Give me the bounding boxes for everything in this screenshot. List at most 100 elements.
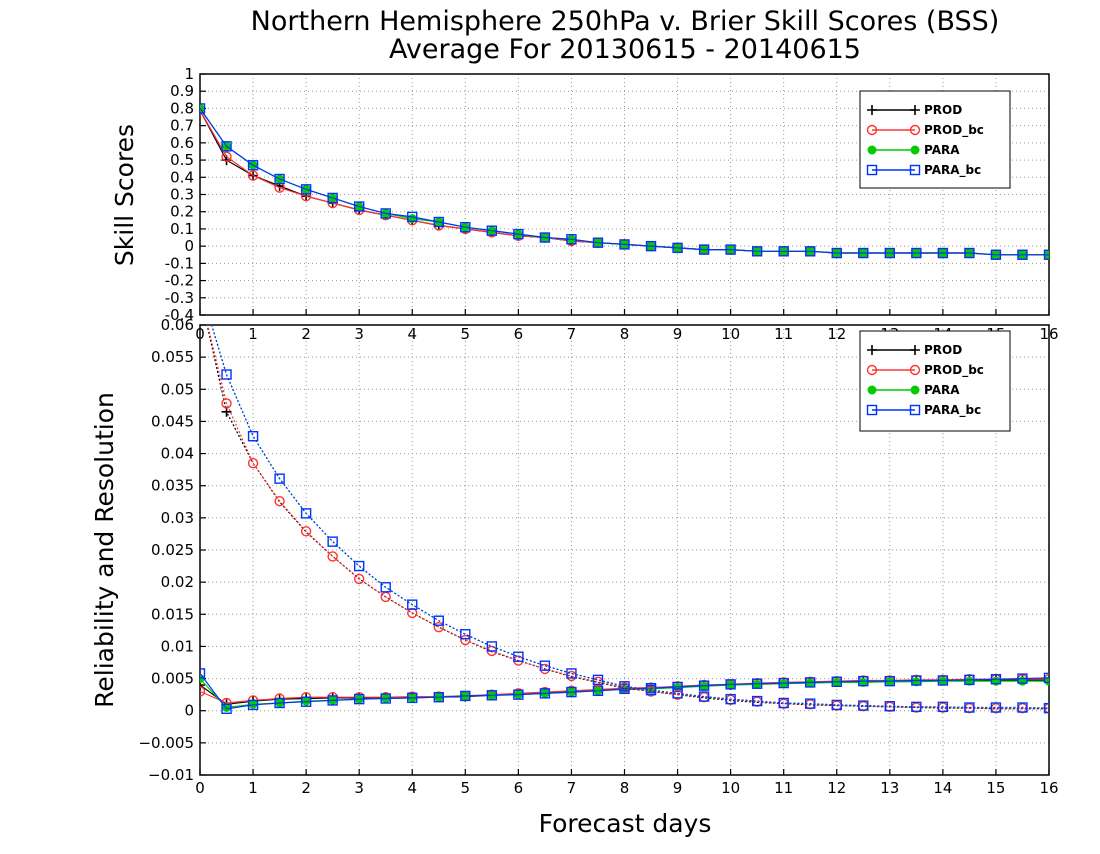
series-line-para-bc	[200, 108, 1049, 256]
y-tick-label: −0.01	[148, 766, 194, 784]
legend-box	[859, 330, 1011, 432]
legend-marker-para-bc	[866, 404, 878, 416]
data-point-para-bc	[407, 211, 418, 223]
y-tick-label: 0	[184, 702, 194, 720]
data-point-para	[964, 676, 974, 686]
data-point-para-bc	[805, 677, 816, 688]
data-point-para-bc	[884, 675, 896, 687]
data-point-para-bc	[247, 160, 259, 171]
legend-marker-prod-bc	[909, 124, 921, 136]
data-point-para-bc	[831, 676, 842, 687]
legend-label-prod: PROD	[924, 343, 962, 357]
data-point-para-bc	[460, 629, 471, 640]
data-point-para-bc	[698, 680, 710, 691]
data-point-para-bc	[911, 701, 922, 713]
data-point-para-bc	[566, 234, 577, 245]
data-point-para-bc	[460, 222, 471, 233]
data-point-para-bc	[778, 697, 789, 709]
data-point-para-bc	[513, 228, 524, 240]
data-point-para-bc	[751, 678, 763, 689]
data-point-para-bc	[778, 677, 789, 689]
data-point-para-bc	[990, 674, 1002, 685]
data-point-para-bc	[327, 192, 338, 204]
y-tick-label: 0.1	[170, 220, 194, 238]
x-tick-label: 5	[461, 779, 471, 797]
data-point-para	[1044, 676, 1049, 686]
data-point-para-bc	[672, 688, 683, 699]
data-point-para-bc	[937, 247, 949, 259]
data-point-para-bc	[911, 247, 922, 259]
data-point-para-bc	[990, 702, 1002, 713]
legend-marker-prod	[910, 105, 920, 115]
data-point-para-bc	[858, 247, 869, 259]
data-point-para-bc	[353, 693, 365, 705]
legend: PROD PROD_bc PARA PARA_bc	[859, 90, 1011, 189]
legend-label-para: PARA	[924, 383, 960, 397]
legend-marker-para-bc	[866, 164, 878, 176]
data-point-prod-bc	[221, 398, 232, 409]
data-point-para	[248, 699, 258, 709]
data-point-para-bc	[274, 473, 285, 484]
data-point-para-bc	[486, 641, 498, 652]
legend-label-para: PARA	[924, 143, 960, 157]
data-point-para-bc	[990, 249, 1002, 260]
legend-marker-para	[867, 145, 877, 155]
x-tick-label: 14	[933, 779, 952, 797]
data-point-para-bc	[645, 684, 657, 696]
data-point-para-bc	[486, 225, 498, 236]
data-point-para	[646, 684, 656, 694]
data-point-para-bc	[221, 703, 232, 714]
data-point-para-bc	[1017, 249, 1028, 260]
data-point-prod-bc	[327, 551, 338, 562]
top-y-axis-title: Skill Scores	[110, 124, 139, 266]
data-point-para-bc	[725, 693, 736, 705]
data-point-para-bc	[380, 693, 391, 704]
data-point-para	[699, 681, 709, 691]
data-point-para-bc	[247, 699, 259, 711]
y-tick-label: 0.03	[161, 509, 194, 527]
data-point-para-bc	[407, 692, 418, 704]
data-point-para-bc	[1043, 249, 1049, 260]
y-tick-label: 0.05	[161, 380, 194, 398]
y-tick-label: 0.04	[161, 445, 194, 463]
legend-label-para-bc: PARA_bc	[924, 163, 981, 178]
bottom-y-axis-title: Reliability and Resolution	[90, 392, 119, 708]
data-point-para-bc	[407, 599, 418, 610]
data-point-para-bc	[884, 701, 896, 712]
x-tick-label: 4	[407, 779, 417, 797]
x-tick-label: 2	[301, 779, 311, 797]
legend-label-prod: PROD	[924, 103, 962, 117]
y-tick-label: 0.01	[161, 637, 194, 655]
data-point-para-bc	[353, 201, 365, 212]
data-point-para-bc	[805, 246, 816, 257]
data-point-prod-bc	[200, 686, 206, 697]
data-point-para-bc	[1017, 702, 1028, 713]
legend-marker-para	[910, 385, 920, 395]
x-tick-label: 9	[673, 779, 683, 797]
data-point-para-bc	[751, 246, 763, 257]
x-tick-label: 12	[827, 779, 846, 797]
reliability-resolution-panel: −0.01 −0.005 0 0.005 0.01 0.015 0.02 0.025 0.03 0…	[138, 316, 1058, 797]
y-tick-label: 0.055	[151, 348, 194, 366]
legend: PROD PROD_bc PARA PARA_bc	[859, 330, 1011, 432]
data-point-para-bc	[539, 688, 551, 699]
y-tick-label: 0.035	[151, 477, 194, 495]
y-tick-label: 0.015	[151, 605, 194, 623]
x-tick-label: 1	[248, 779, 258, 797]
y-tick-label: 0.7	[170, 117, 194, 135]
legend-marker-para-bc	[909, 404, 921, 416]
data-point-para-bc	[619, 681, 630, 692]
y-tick-label: 0.4	[170, 168, 194, 186]
data-point-para-bc	[539, 232, 551, 243]
data-point-para-bc	[698, 691, 710, 702]
x-tick-label: 0	[195, 779, 205, 797]
data-point-prod-bc	[300, 526, 312, 537]
legend-marker-prod	[867, 345, 877, 355]
y-tick-label: -0.4	[165, 306, 194, 324]
x-tick-label: 13	[880, 779, 899, 797]
x-tick-label: 3	[354, 779, 364, 797]
legend-marker-para	[867, 385, 877, 395]
legend-label-prod-bc: PROD_bc	[924, 363, 984, 378]
data-point-para-bc	[274, 697, 285, 709]
data-point-para-bc	[327, 536, 338, 547]
